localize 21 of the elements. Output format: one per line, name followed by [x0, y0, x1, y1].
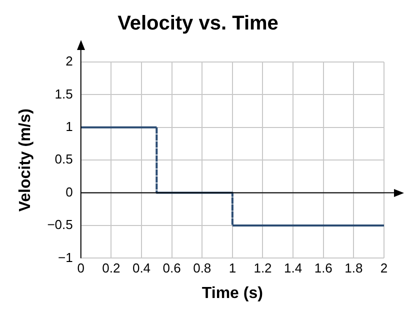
y-tick-label: 0: [66, 184, 73, 200]
x-tick-label: 1: [228, 260, 236, 276]
x-tick-label: 0.4: [132, 260, 151, 276]
y-axis-title: Velocity (m/s): [17, 108, 34, 212]
x-tick-label: 0: [77, 260, 84, 276]
x-axis-title: Time (s): [202, 284, 263, 302]
y-tick-label: 2: [66, 54, 73, 69]
y-tick-label: 1.5: [54, 86, 73, 102]
x-tick-label: 0.2: [102, 260, 120, 276]
y-tick-label: −1: [58, 250, 73, 265]
y-tick-label: 1: [66, 118, 73, 134]
x-tick-label: 1.4: [284, 260, 302, 276]
x-tick-label: 1.8: [344, 260, 363, 276]
x-tick-label: 2: [380, 260, 388, 276]
x-tick-label: 1.6: [314, 260, 332, 276]
x-tick-label: 0.8: [193, 260, 212, 276]
x-tick-label: 1.2: [254, 260, 272, 276]
chart-title: Velocity vs. Time: [118, 12, 278, 35]
y-tick-label: 0.5: [54, 152, 73, 167]
x-tick-label: 0.6: [162, 260, 181, 276]
y-tick-label: −0.5: [47, 217, 73, 232]
